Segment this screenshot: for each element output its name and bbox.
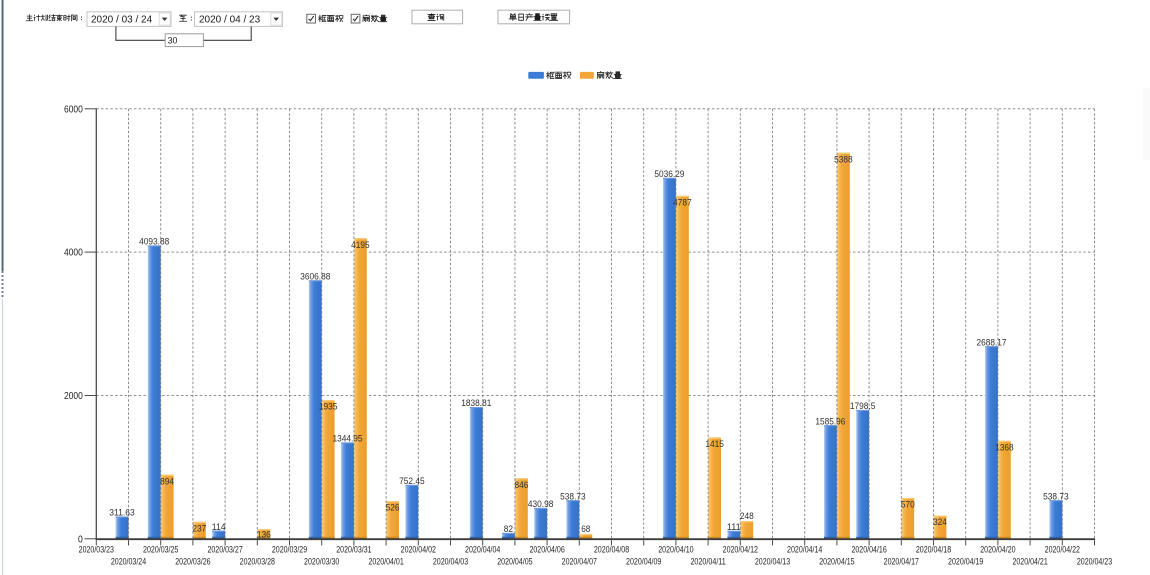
svg-text:1798.5: 1798.5 <box>850 401 876 411</box>
svg-text:1585.96: 1585.96 <box>815 416 845 426</box>
svg-text:311.63: 311.63 <box>109 508 135 518</box>
svg-text:538.73: 538.73 <box>1043 491 1069 501</box>
svg-text:2020/04/16: 2020/04/16 <box>851 545 886 556</box>
svg-text:1368: 1368 <box>995 442 1014 452</box>
svg-text:2688.17: 2688.17 <box>976 337 1006 347</box>
svg-text:894: 894 <box>160 476 174 486</box>
svg-text:324: 324 <box>933 517 947 527</box>
svg-text:2020/04/08: 2020/04/08 <box>594 545 629 556</box>
svg-text:111: 111 <box>727 522 741 532</box>
svg-text:2000: 2000 <box>64 391 83 402</box>
svg-text:2020/04/15: 2020/04/15 <box>819 556 854 567</box>
svg-text:4195: 4195 <box>351 240 370 250</box>
svg-text:2020/04/01: 2020/04/01 <box>368 556 403 567</box>
svg-text:237: 237 <box>192 523 206 533</box>
svg-text:2020/04/20: 2020/04/20 <box>980 545 1015 556</box>
svg-text:2020/04/10: 2020/04/10 <box>658 545 693 556</box>
svg-text:2020/04/06: 2020/04/06 <box>529 545 564 556</box>
svg-text:248: 248 <box>740 511 754 521</box>
svg-text:2020/04/19: 2020/04/19 <box>948 556 983 567</box>
svg-text:2020/03/30: 2020/03/30 <box>304 556 339 567</box>
svg-text:1935: 1935 <box>319 402 338 412</box>
svg-text:2020/03/24: 2020/03/24 <box>111 556 147 567</box>
svg-text:2020/04/22: 2020/04/22 <box>1045 545 1080 556</box>
svg-text:2020/04/03: 2020/04/03 <box>433 556 468 567</box>
svg-text:430.98: 430.98 <box>528 499 554 509</box>
svg-text:2020 / 04 / 23: 2020 / 04 / 23 <box>199 15 261 26</box>
svg-text:2020/04/05: 2020/04/05 <box>497 556 532 567</box>
svg-text:5388: 5388 <box>834 154 853 164</box>
svg-text:2020/04/02: 2020/04/02 <box>401 545 436 556</box>
svg-text:4093.88: 4093.88 <box>139 237 169 247</box>
svg-text:4000: 4000 <box>64 248 83 259</box>
svg-text:2020/04/18: 2020/04/18 <box>916 545 951 556</box>
svg-text:1415: 1415 <box>705 439 724 449</box>
svg-text:2020/04/13: 2020/04/13 <box>755 556 790 567</box>
svg-text:2020/03/28: 2020/03/28 <box>240 556 275 567</box>
svg-text:2020/03/29: 2020/03/29 <box>272 545 307 556</box>
svg-text:1344.95: 1344.95 <box>332 434 362 444</box>
svg-text:2020/04/07: 2020/04/07 <box>562 556 597 567</box>
svg-text:6000: 6000 <box>64 104 83 115</box>
svg-text:2020/03/27: 2020/03/27 <box>207 545 242 556</box>
svg-text:2020/04/17: 2020/04/17 <box>884 556 919 567</box>
svg-text:82: 82 <box>504 524 513 534</box>
svg-text:2020/03/25: 2020/03/25 <box>143 545 178 556</box>
svg-text:1838.81: 1838.81 <box>461 398 491 408</box>
svg-text:2020/04/21: 2020/04/21 <box>1012 556 1047 567</box>
svg-text:2020/04/14: 2020/04/14 <box>787 545 823 556</box>
svg-text:68: 68 <box>581 524 590 534</box>
svg-text:2020/03/31: 2020/03/31 <box>336 545 371 556</box>
svg-text:0: 0 <box>78 534 83 545</box>
svg-text:30: 30 <box>168 36 178 46</box>
svg-text:2020/04/09: 2020/04/09 <box>626 556 661 567</box>
svg-text:570: 570 <box>901 500 915 510</box>
svg-text:538.73: 538.73 <box>560 491 586 501</box>
svg-text:846: 846 <box>514 480 528 490</box>
svg-text:2020/04/04: 2020/04/04 <box>465 545 501 556</box>
svg-text:136: 136 <box>257 529 271 539</box>
svg-text:2020/03/26: 2020/03/26 <box>175 556 210 567</box>
svg-text:2020/04/11: 2020/04/11 <box>690 556 725 567</box>
svg-text:114: 114 <box>212 522 226 532</box>
svg-text:752.45: 752.45 <box>399 476 425 486</box>
svg-text:3606.88: 3606.88 <box>300 272 330 282</box>
svg-text:2020/03/23: 2020/03/23 <box>79 545 114 556</box>
svg-text:4787: 4787 <box>673 197 692 207</box>
svg-text:2020/04/12: 2020/04/12 <box>723 545 758 556</box>
svg-text:2020 / 03 / 24: 2020 / 03 / 24 <box>91 15 153 26</box>
svg-text:526: 526 <box>386 503 400 513</box>
svg-text:5036.29: 5036.29 <box>654 169 684 179</box>
svg-text:2020/04/23: 2020/04/23 <box>1077 556 1112 567</box>
